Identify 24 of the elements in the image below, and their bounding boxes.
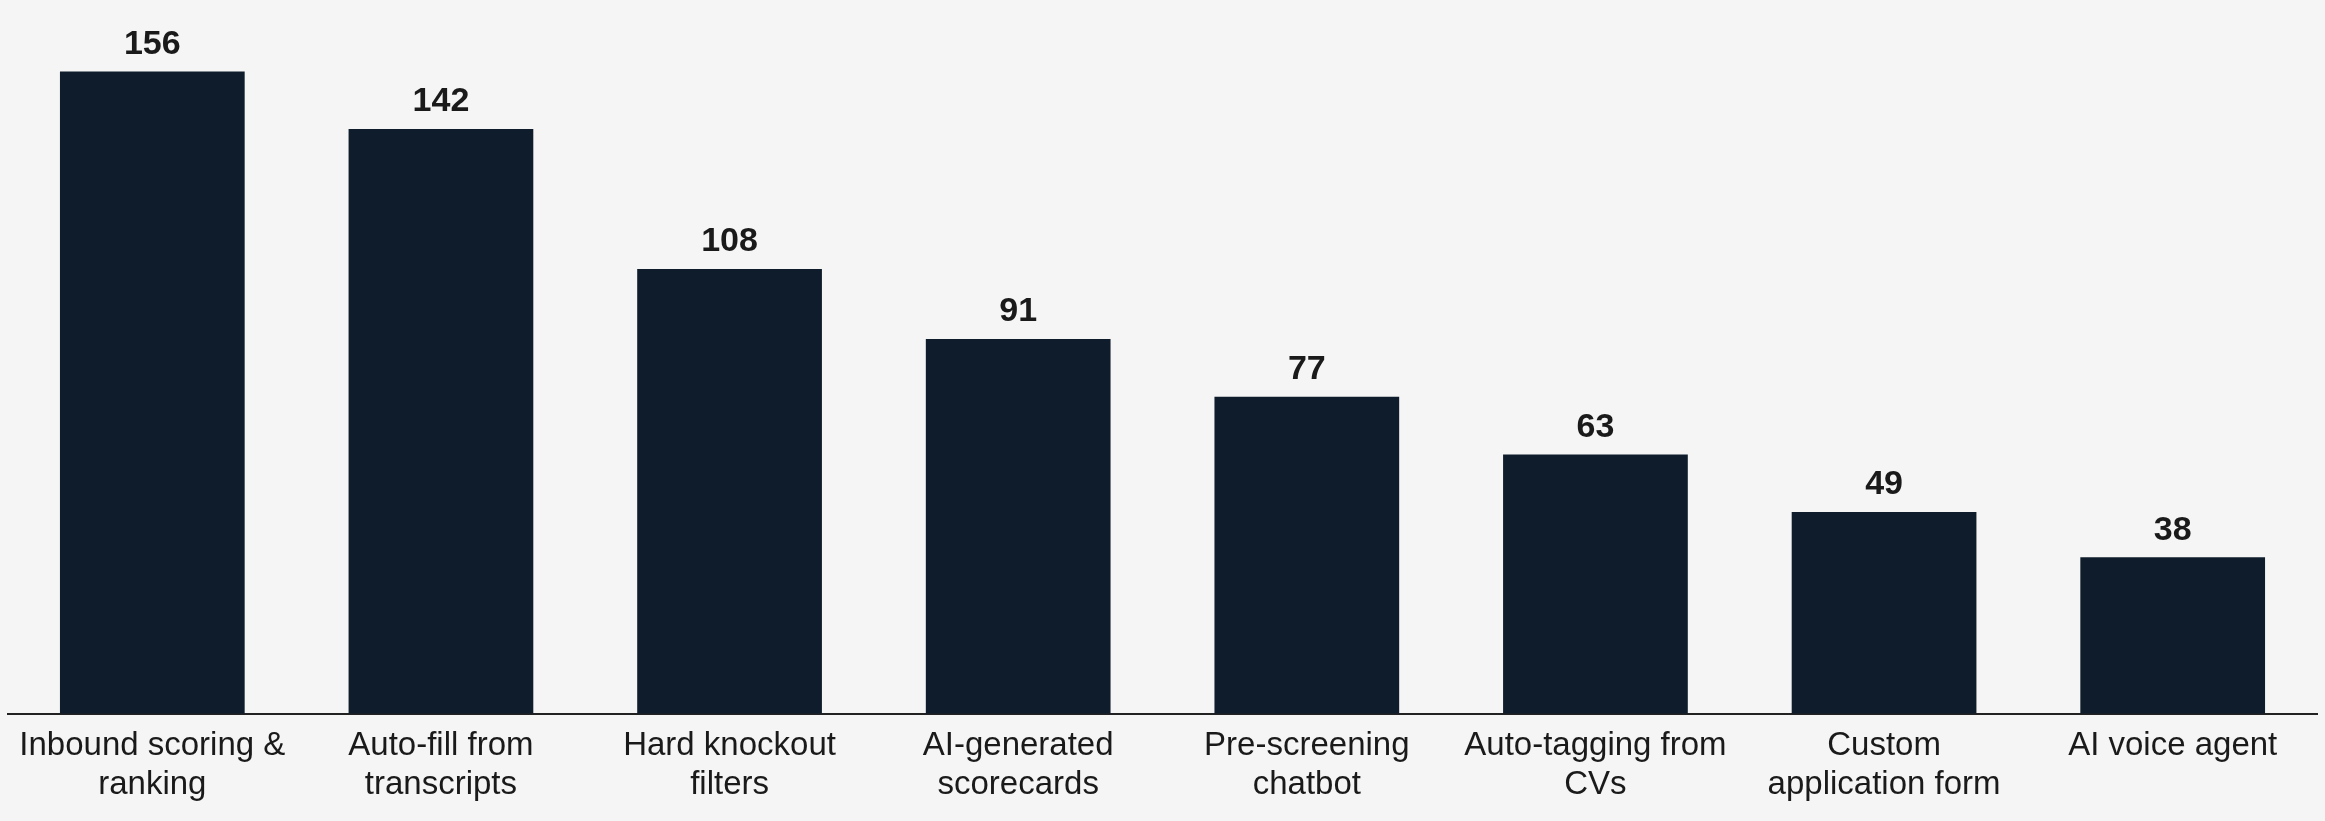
bar <box>59 71 245 714</box>
bar <box>637 269 822 714</box>
data-label: 108 <box>701 220 758 259</box>
data-label: 77 <box>1287 348 1326 387</box>
data-label: 63 <box>1576 405 1615 444</box>
x-tick-label: Auto-fill from transcripts <box>348 724 534 802</box>
bar <box>1503 454 1688 714</box>
bar <box>2080 557 2266 714</box>
data-label: 49 <box>1865 463 1903 502</box>
x-tick-label: Auto-tagging from CVs <box>1464 724 1727 802</box>
bar <box>925 339 1111 714</box>
x-tick-label: Hard knockout filters <box>623 724 836 802</box>
bar <box>1791 512 1977 714</box>
data-label: 91 <box>999 290 1038 329</box>
x-tick-label: Inbound scoring & ranking <box>19 724 286 802</box>
bar <box>1214 396 1400 714</box>
x-tick-label: AI voice agent <box>2068 724 2278 762</box>
x-tick-label: AI-generated scorecards <box>922 724 1114 802</box>
data-label: 38 <box>2153 508 2192 547</box>
x-tick-label: Pre-screening chatbot <box>1204 724 1410 802</box>
data-label: 156 <box>123 22 181 61</box>
bar <box>348 129 534 714</box>
x-tick-label: Custom application form <box>1767 724 2001 802</box>
data-label: 142 <box>412 80 470 119</box>
